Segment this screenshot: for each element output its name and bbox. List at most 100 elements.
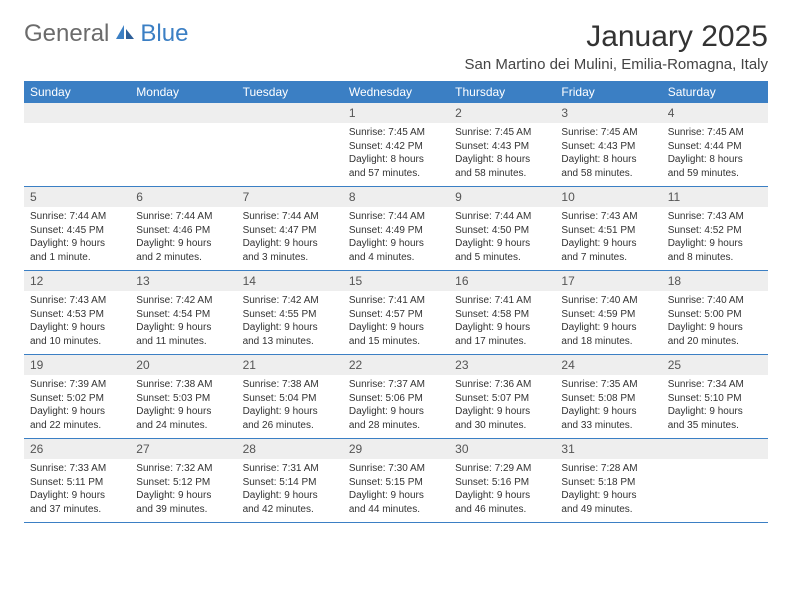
day-details: Sunrise: 7:44 AMSunset: 4:45 PMDaylight:… <box>24 207 130 270</box>
day-number: 20 <box>130 355 236 375</box>
sunrise-text: Sunrise: 7:30 AM <box>349 462 443 476</box>
daylight-text: Daylight: 9 hours and 46 minutes. <box>455 489 549 516</box>
day-details: Sunrise: 7:43 AMSunset: 4:53 PMDaylight:… <box>24 291 130 354</box>
day-number: 13 <box>130 271 236 291</box>
sunset-text: Sunset: 4:45 PM <box>30 224 124 238</box>
day-cell: 29Sunrise: 7:30 AMSunset: 5:15 PMDayligh… <box>343 439 449 522</box>
day-details: Sunrise: 7:41 AMSunset: 4:58 PMDaylight:… <box>449 291 555 354</box>
sunrise-text: Sunrise: 7:37 AM <box>349 378 443 392</box>
sunset-text: Sunset: 5:15 PM <box>349 476 443 490</box>
day-details: Sunrise: 7:45 AMSunset: 4:42 PMDaylight:… <box>343 123 449 186</box>
day-cell: 27Sunrise: 7:32 AMSunset: 5:12 PMDayligh… <box>130 439 236 522</box>
day-number: 3 <box>555 103 661 123</box>
logo-text-blue: Blue <box>140 20 188 48</box>
sunrise-text: Sunrise: 7:45 AM <box>455 126 549 140</box>
day-number: 16 <box>449 271 555 291</box>
day-header: Tuesday <box>237 81 343 103</box>
day-header: Saturday <box>662 81 768 103</box>
daylight-text: Daylight: 9 hours and 26 minutes. <box>243 405 337 432</box>
day-cell: 11Sunrise: 7:43 AMSunset: 4:52 PMDayligh… <box>662 187 768 270</box>
day-cell: 5Sunrise: 7:44 AMSunset: 4:45 PMDaylight… <box>24 187 130 270</box>
sunset-text: Sunset: 5:08 PM <box>561 392 655 406</box>
sunset-text: Sunset: 5:14 PM <box>243 476 337 490</box>
daylight-text: Daylight: 8 hours and 57 minutes. <box>349 153 443 180</box>
sunrise-text: Sunrise: 7:45 AM <box>349 126 443 140</box>
daylight-text: Daylight: 9 hours and 30 minutes. <box>455 405 549 432</box>
day-number: 6 <box>130 187 236 207</box>
day-number: 10 <box>555 187 661 207</box>
day-cell: 1Sunrise: 7:45 AMSunset: 4:42 PMDaylight… <box>343 103 449 186</box>
day-header-row: Sunday Monday Tuesday Wednesday Thursday… <box>24 81 768 103</box>
sunset-text: Sunset: 4:43 PM <box>561 140 655 154</box>
day-details: Sunrise: 7:41 AMSunset: 4:57 PMDaylight:… <box>343 291 449 354</box>
daylight-text: Daylight: 9 hours and 7 minutes. <box>561 237 655 264</box>
sunrise-text: Sunrise: 7:40 AM <box>668 294 762 308</box>
day-details <box>237 123 343 132</box>
sunrise-text: Sunrise: 7:40 AM <box>561 294 655 308</box>
day-number: . <box>662 439 768 459</box>
day-number: 24 <box>555 355 661 375</box>
week-row: 5Sunrise: 7:44 AMSunset: 4:45 PMDaylight… <box>24 187 768 271</box>
day-cell: 9Sunrise: 7:44 AMSunset: 4:50 PMDaylight… <box>449 187 555 270</box>
day-header: Thursday <box>449 81 555 103</box>
sunset-text: Sunset: 5:02 PM <box>30 392 124 406</box>
daylight-text: Daylight: 9 hours and 4 minutes. <box>349 237 443 264</box>
day-cell: 2Sunrise: 7:45 AMSunset: 4:43 PMDaylight… <box>449 103 555 186</box>
sunset-text: Sunset: 4:53 PM <box>30 308 124 322</box>
daylight-text: Daylight: 9 hours and 49 minutes. <box>561 489 655 516</box>
daylight-text: Daylight: 9 hours and 37 minutes. <box>30 489 124 516</box>
sunrise-text: Sunrise: 7:34 AM <box>668 378 762 392</box>
sunset-text: Sunset: 5:12 PM <box>136 476 230 490</box>
sunrise-text: Sunrise: 7:32 AM <box>136 462 230 476</box>
sunset-text: Sunset: 5:16 PM <box>455 476 549 490</box>
sunrise-text: Sunrise: 7:44 AM <box>243 210 337 224</box>
daylight-text: Daylight: 9 hours and 8 minutes. <box>668 237 762 264</box>
day-details: Sunrise: 7:45 AMSunset: 4:43 PMDaylight:… <box>449 123 555 186</box>
sunrise-text: Sunrise: 7:45 AM <box>668 126 762 140</box>
logo-text-general: General <box>24 20 109 48</box>
daylight-text: Daylight: 9 hours and 33 minutes. <box>561 405 655 432</box>
calendar-grid: Sunday Monday Tuesday Wednesday Thursday… <box>24 81 768 523</box>
sunrise-text: Sunrise: 7:44 AM <box>455 210 549 224</box>
week-row: 19Sunrise: 7:39 AMSunset: 5:02 PMDayligh… <box>24 355 768 439</box>
sunset-text: Sunset: 4:58 PM <box>455 308 549 322</box>
day-cell: . <box>662 439 768 522</box>
day-cell: 17Sunrise: 7:40 AMSunset: 4:59 PMDayligh… <box>555 271 661 354</box>
day-number: 5 <box>24 187 130 207</box>
sunset-text: Sunset: 4:54 PM <box>136 308 230 322</box>
day-details: Sunrise: 7:38 AMSunset: 5:03 PMDaylight:… <box>130 375 236 438</box>
day-number: 14 <box>237 271 343 291</box>
day-cell: 25Sunrise: 7:34 AMSunset: 5:10 PMDayligh… <box>662 355 768 438</box>
day-details: Sunrise: 7:44 AMSunset: 4:46 PMDaylight:… <box>130 207 236 270</box>
day-number: 12 <box>24 271 130 291</box>
day-cell: 28Sunrise: 7:31 AMSunset: 5:14 PMDayligh… <box>237 439 343 522</box>
day-cell: 14Sunrise: 7:42 AMSunset: 4:55 PMDayligh… <box>237 271 343 354</box>
sunset-text: Sunset: 4:42 PM <box>349 140 443 154</box>
daylight-text: Daylight: 9 hours and 42 minutes. <box>243 489 337 516</box>
sunset-text: Sunset: 5:18 PM <box>561 476 655 490</box>
day-number: 8 <box>343 187 449 207</box>
day-number: 18 <box>662 271 768 291</box>
day-number: 9 <box>449 187 555 207</box>
daylight-text: Daylight: 9 hours and 28 minutes. <box>349 405 443 432</box>
day-details: Sunrise: 7:36 AMSunset: 5:07 PMDaylight:… <box>449 375 555 438</box>
day-details: Sunrise: 7:38 AMSunset: 5:04 PMDaylight:… <box>237 375 343 438</box>
day-details: Sunrise: 7:44 AMSunset: 4:47 PMDaylight:… <box>237 207 343 270</box>
day-number: 15 <box>343 271 449 291</box>
sunset-text: Sunset: 5:03 PM <box>136 392 230 406</box>
day-number: 21 <box>237 355 343 375</box>
day-details: Sunrise: 7:40 AMSunset: 4:59 PMDaylight:… <box>555 291 661 354</box>
day-number: 27 <box>130 439 236 459</box>
sunset-text: Sunset: 4:47 PM <box>243 224 337 238</box>
sunset-text: Sunset: 4:55 PM <box>243 308 337 322</box>
daylight-text: Daylight: 9 hours and 18 minutes. <box>561 321 655 348</box>
day-number: 17 <box>555 271 661 291</box>
daylight-text: Daylight: 9 hours and 22 minutes. <box>30 405 124 432</box>
day-details: Sunrise: 7:43 AMSunset: 4:52 PMDaylight:… <box>662 207 768 270</box>
title-block: January 2025 San Martino dei Mulini, Emi… <box>465 20 768 73</box>
sunset-text: Sunset: 4:52 PM <box>668 224 762 238</box>
sunset-text: Sunset: 4:44 PM <box>668 140 762 154</box>
weeks-container: ...1Sunrise: 7:45 AMSunset: 4:42 PMDayli… <box>24 103 768 523</box>
sunset-text: Sunset: 4:46 PM <box>136 224 230 238</box>
sunrise-text: Sunrise: 7:44 AM <box>136 210 230 224</box>
